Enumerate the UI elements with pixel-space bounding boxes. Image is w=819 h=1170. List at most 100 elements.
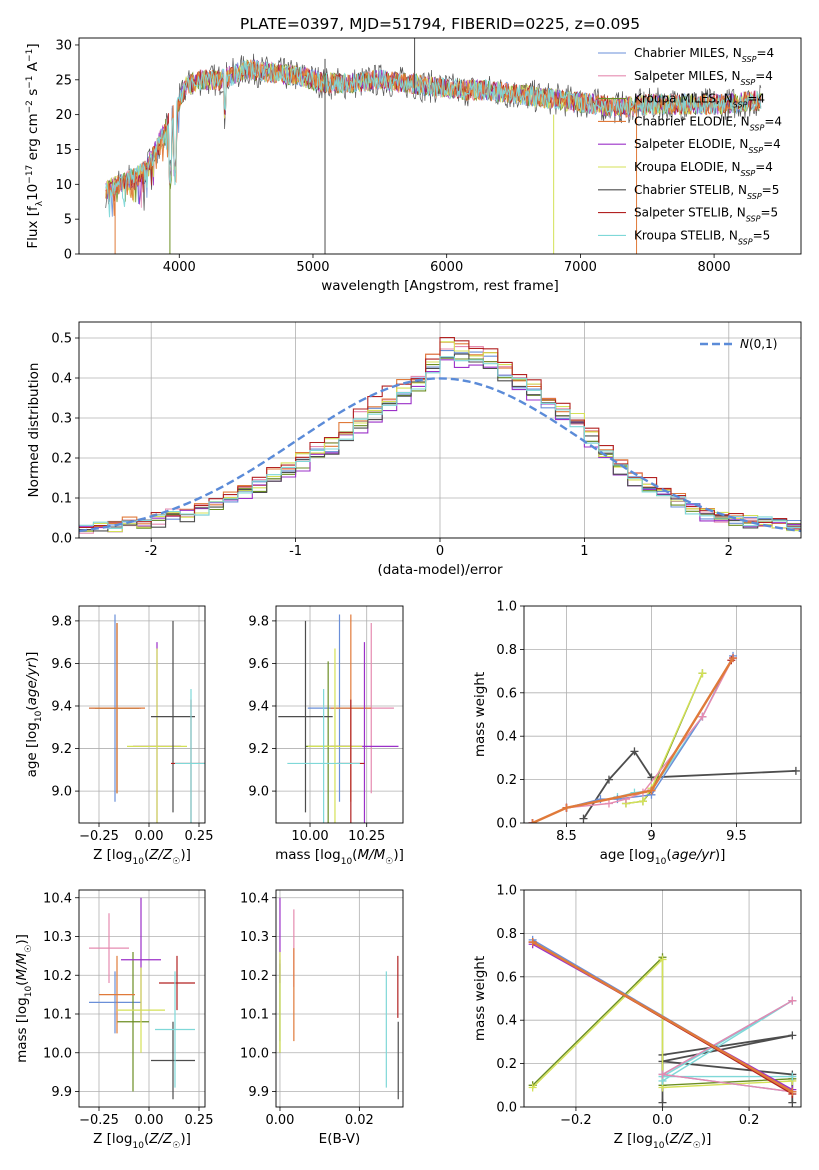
- plot-area: [79, 606, 205, 823]
- legend-label-name: Chabrier MILES, N: [634, 46, 742, 60]
- y-axis-label-part: mass weight: [472, 672, 488, 757]
- weight-line: [532, 657, 735, 823]
- plot-content: [105, 38, 762, 254]
- weight-marker: [788, 1072, 797, 1081]
- weight-marker: [788, 1087, 797, 1096]
- x-axis-label-part: age/yr: [672, 847, 717, 863]
- legend-label: Kroupa ELODIE, NSSP=4: [634, 160, 773, 178]
- x-tick-label: 0.00: [265, 1113, 294, 1128]
- panel-age-mass-weight: 8.5 9 9.5 0.0 0.2 0.4 0.6 0.8 1.0 mass weight age …: [472, 600, 802, 867]
- x-tick-label: 1: [580, 544, 588, 559]
- x-tick-label: 5000: [296, 260, 329, 275]
- x-axis-label-part: M/M: [357, 847, 385, 863]
- y-tick-label: 10.1: [240, 1008, 269, 1023]
- x-axis-label-part: (: [666, 847, 671, 863]
- y-tick-label: 10.2: [240, 969, 269, 984]
- legend-label-name: Chabrier ELODIE, N: [634, 114, 750, 128]
- x-axis-label-part: E(B-V): [319, 1131, 361, 1147]
- legend-label: Chabrier ELODIE, NSSP=4: [634, 114, 782, 131]
- y-axis-label-part: (: [14, 981, 30, 986]
- x-tick-label: -1: [289, 544, 302, 559]
- x-axis-label-part: (: [144, 847, 149, 863]
- x-tick-label: 2: [725, 544, 733, 559]
- legend-label: Chabrier MILES, NSSP=4: [634, 46, 774, 64]
- axes-frame: [78, 605, 206, 824]
- weight-marker: [658, 1070, 667, 1079]
- legend-label: Salpeter MILES, NSSP=4: [634, 69, 773, 87]
- legend-label-tail: =4: [764, 114, 782, 128]
- plot-content: [276, 890, 403, 1107]
- y-axis-label: mass weight: [472, 956, 488, 1041]
- legend-label-tail: =4: [747, 92, 765, 106]
- weight-marker: [562, 803, 571, 812]
- y-tick-label: 5: [64, 213, 72, 228]
- x-tick-label: 4000: [163, 260, 196, 275]
- x-tick-label: 0.0: [652, 1113, 673, 1128]
- x-axis-label: Z [log10(Z/Z☉)]: [93, 1131, 191, 1151]
- weight-marker: [658, 1098, 667, 1107]
- plot-content: [524, 606, 801, 823]
- y-tick-label: 9.9: [51, 1085, 72, 1100]
- weight-marker: [647, 786, 656, 795]
- y-tick-label: 9.6: [51, 657, 72, 672]
- weight-marker: [791, 766, 800, 775]
- x-tick-label: 0.02: [345, 1113, 374, 1128]
- weight-marker: [528, 938, 537, 947]
- x-tick-label: 0.25: [185, 1113, 214, 1128]
- weight-marker: [638, 797, 647, 806]
- x-axis-label-part: ☉: [385, 857, 393, 867]
- legend-label-name: Kroupa MILES, N: [634, 92, 733, 106]
- y-tick-label: 10.4: [240, 891, 269, 906]
- legend-label-sub: SSP: [746, 214, 761, 223]
- weight-marker: [729, 654, 738, 663]
- y-axis-label-part: ☉: [24, 945, 34, 953]
- x-axis-label-part: age [log: [600, 847, 655, 863]
- y-tick-label: 1.0: [496, 884, 517, 899]
- y-tick-label: 0.6: [496, 970, 517, 985]
- x-axis-label-part: Z/Z: [669, 1131, 694, 1147]
- x-axis-label-part: (: [144, 1131, 149, 1147]
- panel-residual-histogram: -2 -1 0 1 2 0.0 0.1 0.2 0.3 0.4 0.5 N(0,1) Normed di…: [26, 321, 802, 578]
- x-tick-label: 8000: [698, 260, 731, 275]
- legend-label-sub: SSP: [738, 237, 753, 246]
- y-tick-label: 0.5: [51, 332, 72, 347]
- panel-spectrum: 4000 5000 6000 7000 8000 0 5 10 15 20 25 30 Flux [fλ…: [25, 37, 802, 294]
- weight-marker: [698, 712, 707, 721]
- plot-content: [524, 890, 801, 1107]
- weight-marker: [630, 747, 639, 756]
- y-tick-label: 0.2: [51, 452, 72, 467]
- x-axis-label-part: )]: [180, 1131, 191, 1147]
- x-axis-label-part: wavelength [Angstrom, rest frame]: [321, 278, 559, 294]
- x-axis-label-part: 10: [653, 1141, 665, 1151]
- y-tick-label: 0.0: [496, 817, 517, 832]
- y-tick-label: 0.4: [496, 1014, 517, 1029]
- legend-label-tail: =5: [760, 206, 778, 220]
- y-axis-label-part: s: [25, 89, 41, 100]
- y-axis-label-part: mass [log: [14, 997, 30, 1063]
- y-tick-label: 9.8: [248, 614, 269, 629]
- axes-frame: [78, 321, 802, 539]
- x-tick-label: 6000: [430, 260, 463, 275]
- legend-label-sub: SSP: [748, 146, 763, 155]
- y-tick-label: 10.3: [43, 930, 72, 945]
- y-tick-label: 10.1: [43, 1008, 72, 1023]
- y-axis-label-part: −17: [25, 165, 35, 184]
- legend-label-tail: =4: [755, 160, 773, 174]
- weight-line: [659, 1000, 793, 1082]
- x-axis-label-part: ☉: [693, 1141, 701, 1151]
- weight-marker: [604, 799, 613, 808]
- y-axis-label-part: (: [24, 705, 40, 710]
- plot-area: [524, 606, 801, 823]
- x-axis-label-part: 10: [341, 857, 353, 867]
- legend-label: Salpeter ELODIE, NSSP=4: [634, 137, 781, 155]
- x-tick-label: 0.00: [135, 1113, 164, 1128]
- axes-frame: [523, 889, 802, 1108]
- y-axis-label-part: ]: [25, 43, 41, 48]
- legend-label-sub: SSP: [747, 191, 762, 200]
- y-tick-label: 0.3: [51, 412, 72, 427]
- x-tick-label: −0.25: [79, 1113, 119, 1128]
- x-axis-label: mass [log10(M/M☉)]: [275, 847, 404, 867]
- y-tick-label: 9.8: [51, 614, 72, 629]
